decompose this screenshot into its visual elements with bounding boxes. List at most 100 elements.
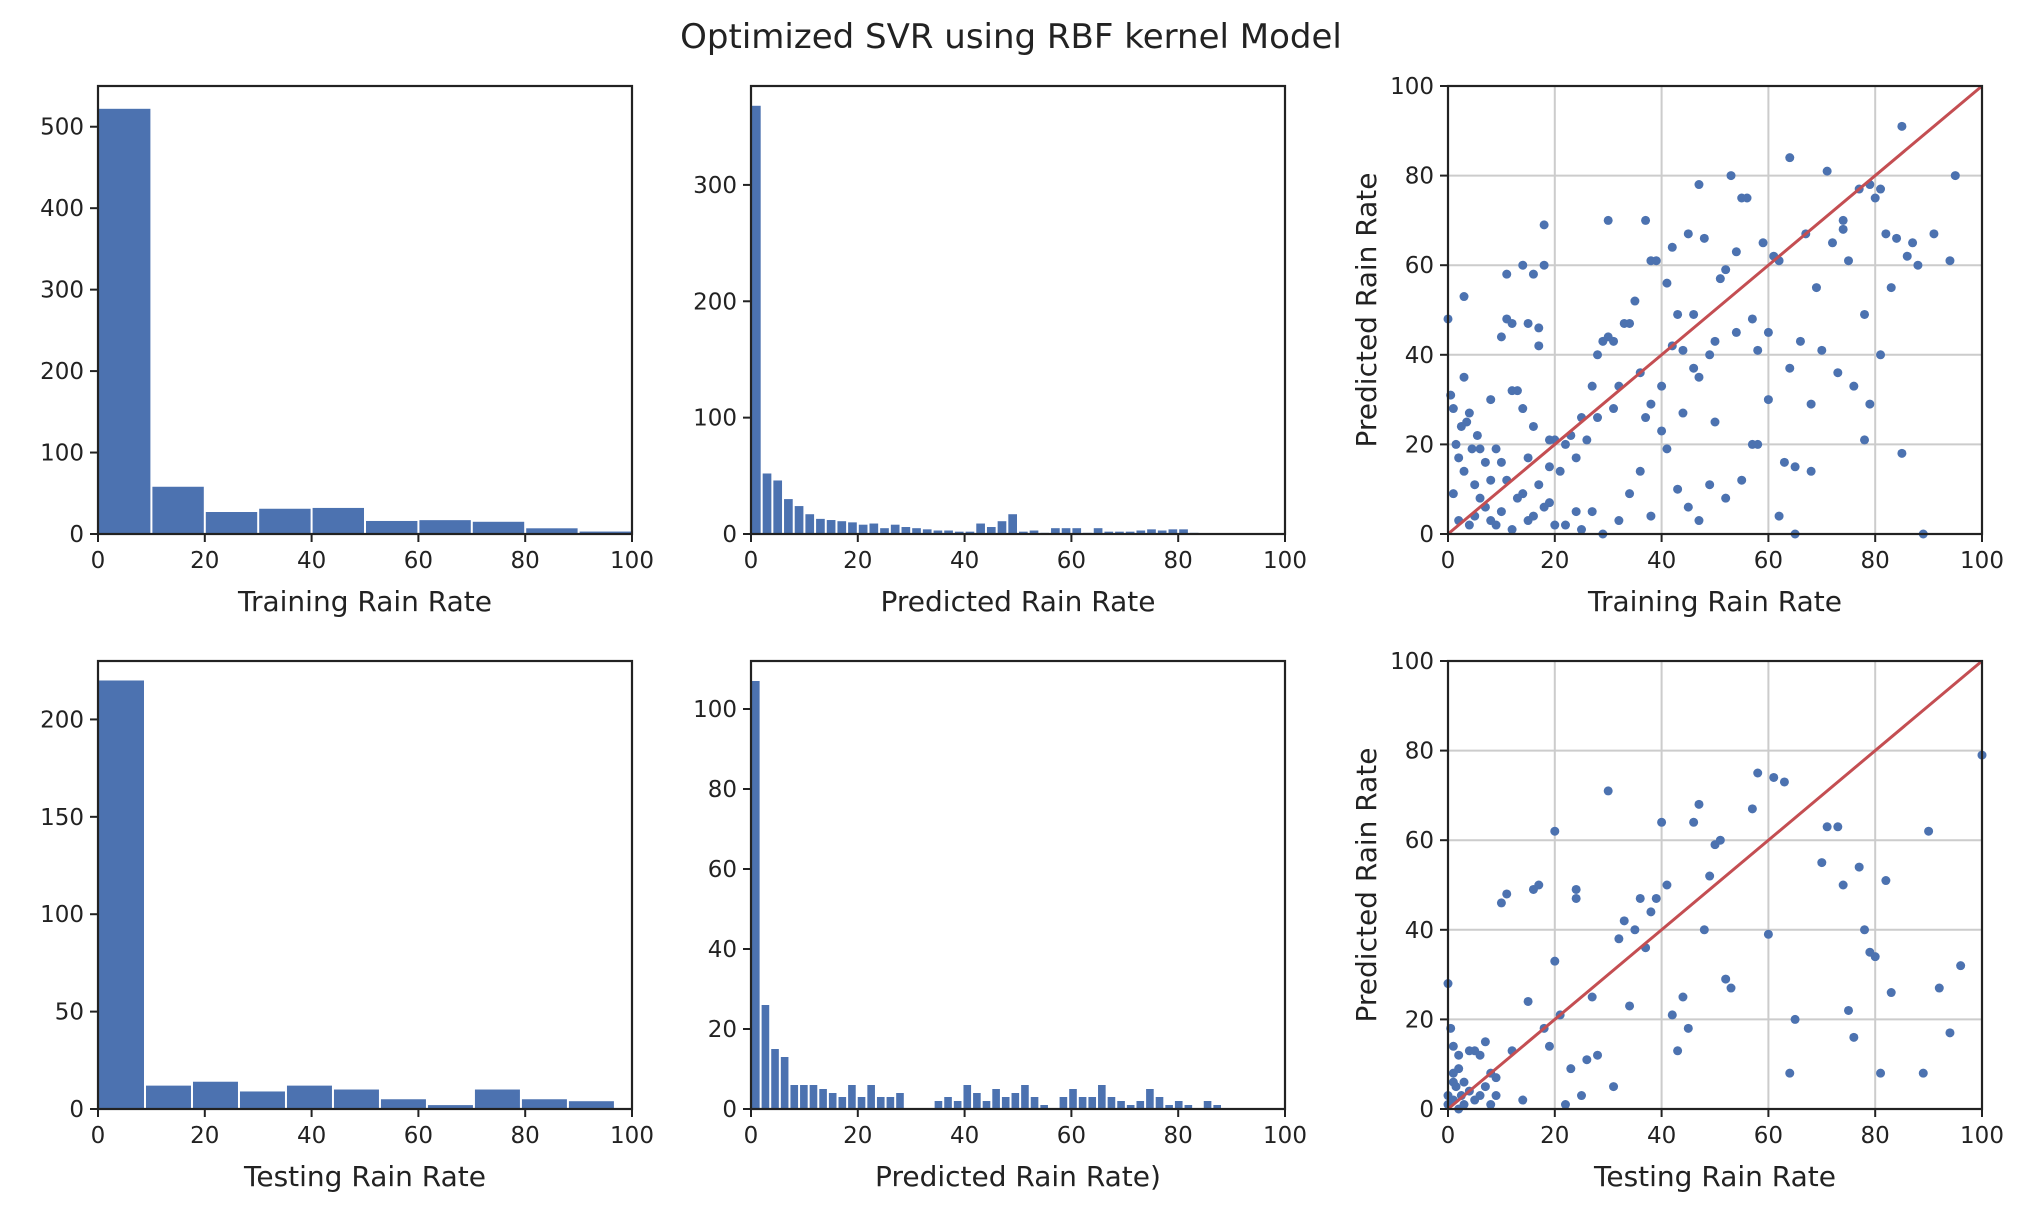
scatter-point xyxy=(1582,1055,1592,1065)
scatter-point xyxy=(1523,996,1533,1006)
histogram-bar xyxy=(333,1089,379,1109)
scatter-point xyxy=(1924,826,1934,836)
scatter-point xyxy=(1448,489,1458,499)
y-tick-label: 80 xyxy=(708,777,737,803)
scatter-point xyxy=(1448,404,1458,414)
histogram-bar xyxy=(192,1081,238,1109)
scatter-point xyxy=(1876,1068,1886,1078)
histogram-bar xyxy=(890,524,900,534)
histogram-bar xyxy=(1072,528,1082,534)
x-axis-label: Predicted Rain Rate xyxy=(881,585,1156,618)
scatter-point xyxy=(1662,880,1672,890)
histogram-bar xyxy=(784,499,793,534)
scatter-point xyxy=(1694,180,1704,190)
scatter-point xyxy=(1571,453,1581,463)
x-tick-label: 0 xyxy=(91,1123,106,1149)
scatter-point xyxy=(1827,238,1837,248)
scatter-point xyxy=(1902,251,1912,261)
histogram-bar xyxy=(380,1099,426,1109)
scatter-point xyxy=(1694,372,1704,382)
scatter-point xyxy=(1475,1091,1485,1101)
x-tick-label: 20 xyxy=(190,1123,219,1149)
histogram-bar xyxy=(1088,1097,1097,1109)
scatter-point xyxy=(1587,992,1597,1002)
axes-frame xyxy=(749,659,1287,1111)
scatter-point xyxy=(1849,381,1859,391)
scatter-point xyxy=(1908,238,1918,248)
scatter-point xyxy=(1534,323,1544,333)
y-tick-label: 100 xyxy=(40,441,84,467)
scatter-point xyxy=(1657,426,1667,436)
scatter-point xyxy=(1539,220,1549,230)
scatter-point xyxy=(1747,314,1757,324)
scatter-point xyxy=(1560,439,1570,449)
scatter-point xyxy=(1459,1077,1469,1087)
histogram-bar xyxy=(366,520,418,534)
scatter-point xyxy=(1512,493,1522,503)
scatter-point xyxy=(1678,345,1688,355)
scatter-point xyxy=(1448,1077,1458,1087)
histogram-bar xyxy=(1136,530,1146,534)
identity-line xyxy=(1447,84,1983,536)
scatter-point xyxy=(1779,777,1789,787)
scatter-point xyxy=(1929,229,1939,239)
histogram-bar xyxy=(880,528,889,534)
scatter-point xyxy=(1844,1005,1853,1015)
scatter-point xyxy=(1502,889,1512,899)
x-tick-label: 40 xyxy=(297,548,326,574)
axes-frame xyxy=(1446,659,1984,1111)
y-tick-label: 500 xyxy=(40,115,84,141)
y-tick-label: 200 xyxy=(40,707,84,733)
histogram-bar xyxy=(1008,514,1017,534)
scatter-point xyxy=(1470,480,1480,490)
y-tick-label: 20 xyxy=(1405,432,1434,458)
scatter-point xyxy=(1534,341,1544,351)
scatter-point xyxy=(1528,421,1538,431)
scatter-point xyxy=(1464,520,1474,530)
scatter-point xyxy=(1689,363,1699,373)
y-tick-label: 300 xyxy=(693,173,737,199)
scatter-point xyxy=(1662,278,1672,288)
scatter-point xyxy=(1854,862,1864,872)
scatter-point xyxy=(1571,507,1581,517)
scatter-point xyxy=(1689,309,1699,319)
histogram-bar xyxy=(1126,1105,1135,1109)
scatter-point xyxy=(1892,233,1902,243)
scatter-point xyxy=(1507,525,1517,535)
scatter-point xyxy=(1657,817,1667,827)
scatter-point xyxy=(1934,983,1944,993)
histogram-bar xyxy=(205,512,258,534)
y-tick-label: 0 xyxy=(722,1097,737,1123)
histogram-bar xyxy=(1184,1105,1193,1109)
histogram-bar xyxy=(1125,531,1135,534)
scatter-point xyxy=(1491,444,1501,454)
y-tick-label: 150 xyxy=(40,805,84,831)
y-tick-label: 200 xyxy=(40,359,84,385)
histogram-bar xyxy=(963,1085,972,1109)
scatter-point xyxy=(1475,493,1485,503)
scatter-point xyxy=(1454,453,1464,463)
scatter-point xyxy=(1577,1091,1586,1101)
x-tick-label: 100 xyxy=(1263,1123,1307,1149)
scatter-point xyxy=(1582,435,1592,445)
scatter-point xyxy=(1865,399,1875,409)
y-tick-label: 0 xyxy=(1419,522,1434,548)
scatter-point xyxy=(1459,292,1469,302)
scatter-point xyxy=(1897,448,1907,458)
scatter-point xyxy=(1459,466,1469,476)
scatter-point xyxy=(1486,475,1496,485)
y-tick-label: 100 xyxy=(40,902,84,928)
scatter-point xyxy=(1459,372,1469,382)
histogram-bar xyxy=(973,1093,981,1109)
histogram-bar xyxy=(152,486,204,534)
scatter-point xyxy=(1496,898,1506,908)
scatter-point xyxy=(1518,1095,1528,1105)
x-tick-label: 60 xyxy=(404,1123,433,1149)
scatter-point xyxy=(1459,1100,1469,1110)
y-tick-label: 40 xyxy=(1405,918,1434,944)
scatter-point xyxy=(1870,952,1880,962)
scatter-point xyxy=(1603,215,1613,225)
x-tick-label: 100 xyxy=(1263,548,1307,574)
scatter-point xyxy=(1462,417,1472,427)
scatter-point xyxy=(1870,193,1880,203)
